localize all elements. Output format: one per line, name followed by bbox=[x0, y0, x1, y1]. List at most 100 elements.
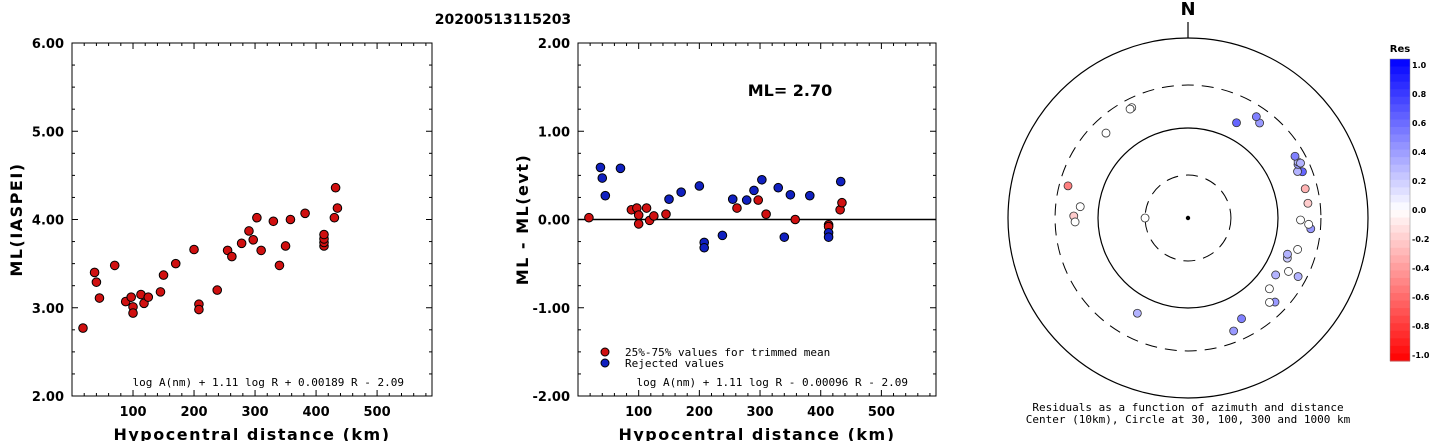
data-point bbox=[300, 208, 310, 219]
colorbar-tick-label: -0.2 bbox=[1412, 235, 1430, 244]
x-tick-label: 500 bbox=[868, 405, 895, 420]
colorbar-segment bbox=[1390, 323, 1410, 332]
data-point bbox=[761, 209, 771, 220]
data-point bbox=[248, 234, 259, 245]
legend-marker bbox=[600, 347, 610, 357]
colorbar-tick-label: 0.2 bbox=[1412, 177, 1426, 186]
colorbar-segment bbox=[1390, 300, 1410, 309]
colorbar-segment bbox=[1390, 179, 1410, 188]
station-point bbox=[1075, 202, 1085, 212]
colorbar-tick-label: 0.8 bbox=[1412, 90, 1427, 99]
formula-text: log A(nm) + 1.11 log R + 0.00189 R - 2.0… bbox=[132, 376, 404, 389]
colorbar-tick-label: -1.0 bbox=[1412, 351, 1430, 360]
data-point bbox=[753, 195, 764, 205]
data-point bbox=[641, 203, 652, 213]
data-point bbox=[89, 267, 100, 278]
data-point bbox=[94, 293, 105, 303]
station-point bbox=[1125, 104, 1135, 114]
colorbar-segment bbox=[1390, 315, 1410, 324]
data-point bbox=[170, 258, 181, 269]
station-point bbox=[1303, 198, 1313, 208]
station-point bbox=[1304, 219, 1314, 229]
data-point bbox=[757, 174, 767, 185]
station-point bbox=[1293, 272, 1303, 281]
data-point bbox=[329, 212, 340, 223]
colorbar-segment bbox=[1390, 172, 1410, 181]
colorbar-tick-label: -0.6 bbox=[1412, 293, 1430, 302]
station-point bbox=[1063, 181, 1073, 191]
data-point bbox=[158, 270, 169, 280]
data-point bbox=[285, 214, 296, 225]
data-point bbox=[126, 292, 136, 302]
data-point bbox=[661, 209, 671, 220]
x-tick-label: 400 bbox=[302, 405, 329, 420]
x-tick-label: 200 bbox=[686, 405, 713, 420]
data-point bbox=[319, 229, 329, 240]
colorbar-segment bbox=[1390, 285, 1410, 294]
y-tick-label: 1.00 bbox=[538, 125, 570, 140]
y-tick-label: 5.00 bbox=[32, 125, 64, 140]
data-point bbox=[773, 182, 784, 193]
north-label: N bbox=[1180, 0, 1195, 20]
data-point bbox=[835, 176, 846, 187]
colorbar-segment bbox=[1390, 262, 1410, 271]
data-point bbox=[804, 190, 815, 201]
colorbar-tick-label: -0.4 bbox=[1412, 264, 1430, 273]
y-axis-label: ML(IASPEI) bbox=[7, 162, 26, 276]
y-tick-label: 6.00 bbox=[32, 37, 64, 52]
legend-label: Rejected values bbox=[625, 357, 724, 370]
colorbar-segment bbox=[1390, 96, 1410, 105]
colorbar-segment bbox=[1390, 119, 1410, 128]
station-point bbox=[1300, 184, 1310, 194]
x-tick-label: 300 bbox=[241, 405, 268, 420]
data-point bbox=[741, 195, 752, 205]
data-point bbox=[790, 214, 801, 225]
colorbar-segment bbox=[1390, 59, 1410, 68]
colorbar-segment bbox=[1390, 240, 1410, 249]
colorbar-segment bbox=[1390, 202, 1410, 211]
data-point bbox=[727, 194, 738, 205]
colorbar-segment bbox=[1390, 308, 1410, 317]
station-point bbox=[1284, 267, 1293, 276]
y-tick-label: -1.00 bbox=[533, 302, 570, 317]
x-axis-label: Hypocentral distance (km) bbox=[618, 425, 895, 441]
data-point bbox=[236, 238, 247, 249]
colorbar-tick-label: -0.8 bbox=[1412, 322, 1430, 331]
data-point bbox=[732, 203, 742, 213]
data-point bbox=[330, 182, 341, 193]
colorbar-segment bbox=[1390, 66, 1410, 75]
colorbar-segment bbox=[1390, 194, 1410, 203]
colorbar-segment bbox=[1390, 149, 1410, 158]
y-tick-label: 3.00 bbox=[32, 302, 64, 317]
data-point bbox=[244, 226, 254, 236]
y-tick-label: 2.00 bbox=[538, 37, 570, 52]
colorbar-segment bbox=[1390, 157, 1410, 166]
data-point bbox=[823, 232, 834, 242]
colorbar-segment bbox=[1390, 210, 1410, 219]
station-point bbox=[1237, 314, 1246, 324]
station-point bbox=[1132, 308, 1142, 318]
colorbar-segment bbox=[1390, 126, 1410, 135]
colorbar-segment bbox=[1390, 111, 1410, 120]
ml-annotation: ML= 2.70 bbox=[748, 81, 833, 100]
x-tick-label: 400 bbox=[807, 405, 834, 420]
x-tick-label: 100 bbox=[119, 405, 146, 420]
data-point bbox=[779, 232, 790, 242]
data-point bbox=[785, 189, 796, 200]
colorbar-segment bbox=[1390, 142, 1410, 151]
data-point bbox=[78, 323, 88, 333]
station-point bbox=[1271, 270, 1281, 280]
station-point bbox=[1140, 213, 1150, 223]
plot-frame bbox=[71, 42, 433, 397]
data-point bbox=[143, 292, 154, 302]
colorbar-segment bbox=[1390, 277, 1410, 286]
circle-100km bbox=[1097, 127, 1279, 309]
data-point bbox=[676, 187, 686, 197]
colorbar-segment bbox=[1390, 164, 1410, 173]
station-point bbox=[1283, 249, 1292, 259]
legend-marker bbox=[600, 358, 610, 368]
colorbar-segment bbox=[1390, 232, 1410, 241]
data-point bbox=[664, 194, 674, 205]
colorbar-segment bbox=[1390, 74, 1410, 83]
